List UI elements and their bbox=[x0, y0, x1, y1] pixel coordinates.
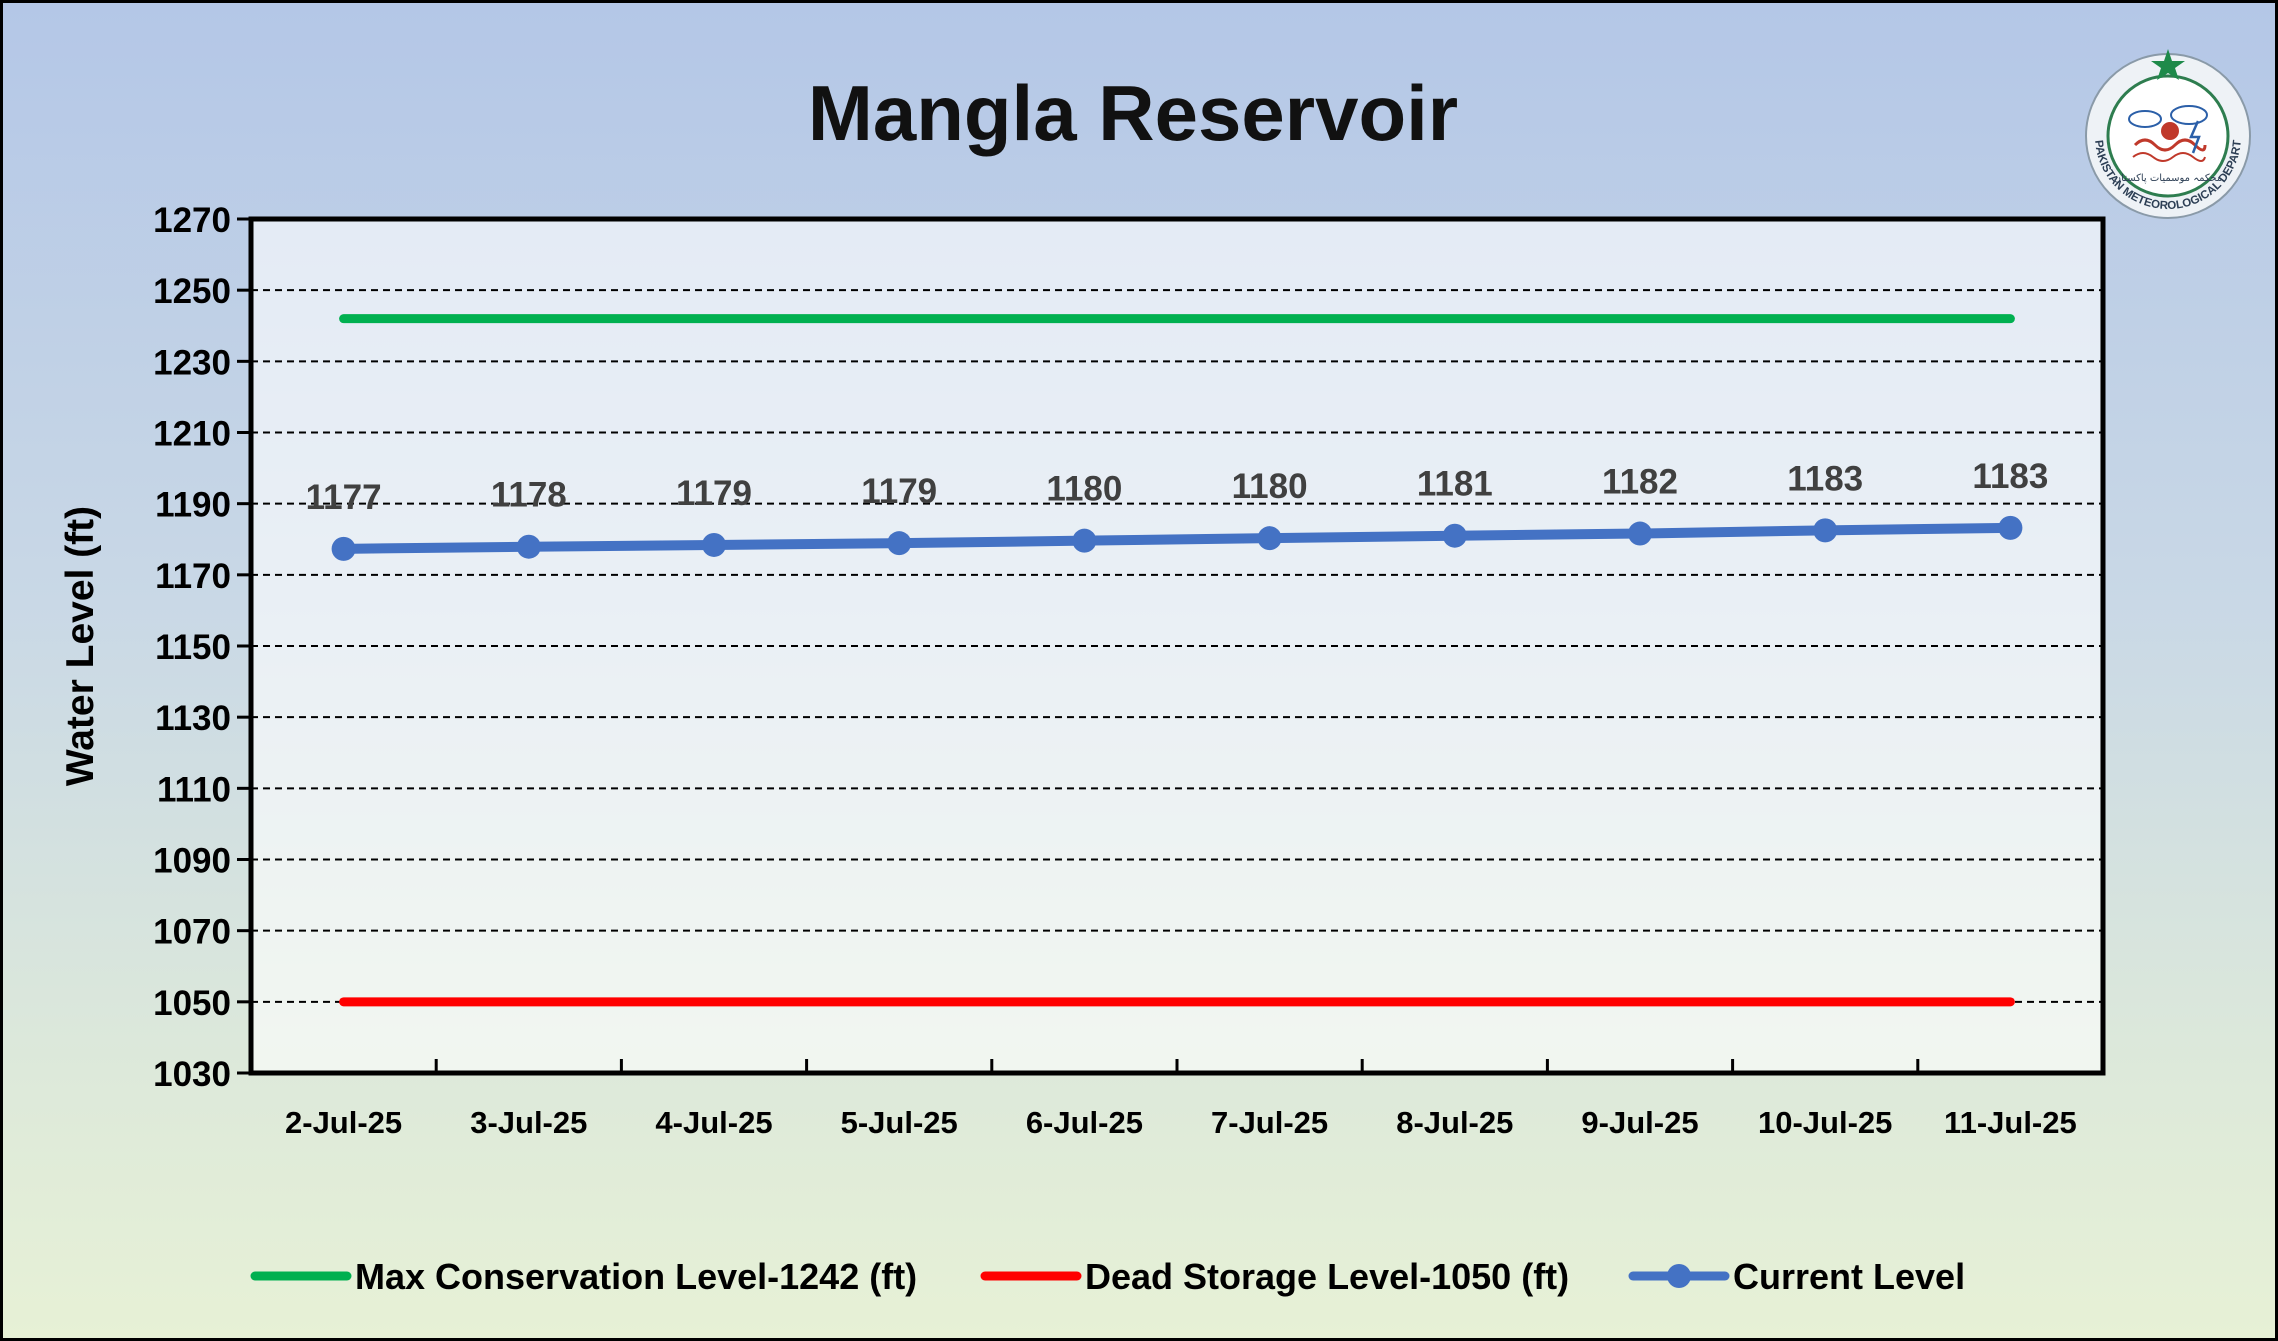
chart-title: Mangla Reservoir bbox=[808, 69, 1458, 157]
y-tick-label: 1150 bbox=[155, 628, 231, 667]
x-tick-label: 10-Jul-25 bbox=[1758, 1105, 1892, 1140]
y-tick-label: 1230 bbox=[153, 343, 231, 382]
data-label: 1178 bbox=[491, 476, 567, 515]
y-tick-label: 1110 bbox=[157, 770, 231, 809]
data-label: 1177 bbox=[306, 478, 382, 517]
y-tick-label: 1050 bbox=[153, 984, 231, 1023]
data-point bbox=[887, 531, 912, 556]
y-tick-label: 1270 bbox=[153, 201, 231, 240]
data-point bbox=[1998, 515, 2023, 540]
legend-label: Current Level bbox=[1733, 1256, 1965, 1297]
data-point bbox=[331, 536, 356, 561]
legend-label: Max Conservation Level-1242 (ft) bbox=[355, 1256, 917, 1297]
data-label: 1183 bbox=[1787, 459, 1863, 498]
x-tick-label: 4-Jul-25 bbox=[655, 1105, 772, 1140]
series-line-2 bbox=[338, 522, 2016, 554]
x-tick-label: 5-Jul-25 bbox=[841, 1105, 958, 1140]
x-tick-label: 8-Jul-25 bbox=[1396, 1105, 1513, 1140]
data-point bbox=[1628, 521, 1652, 546]
data-label: 1179 bbox=[861, 472, 937, 511]
x-tick-label: 7-Jul-25 bbox=[1211, 1105, 1328, 1140]
x-tick-label: 11-Jul-25 bbox=[1944, 1105, 2077, 1140]
y-tick-label: 1030 bbox=[153, 1055, 231, 1094]
y-axis-label: Water Level (ft) bbox=[59, 506, 102, 786]
data-point bbox=[516, 534, 541, 559]
data-point bbox=[1442, 523, 1467, 548]
data-point bbox=[702, 532, 726, 557]
x-tick-label: 3-Jul-25 bbox=[470, 1105, 587, 1140]
data-point bbox=[1257, 526, 1282, 551]
data-label: 1181 bbox=[1417, 465, 1493, 504]
legend-marker bbox=[1667, 1264, 1691, 1288]
y-tick-label: 1130 bbox=[155, 699, 231, 738]
data-label: 1179 bbox=[676, 474, 752, 513]
data-label: 1180 bbox=[1046, 470, 1122, 509]
data-label: 1180 bbox=[1232, 467, 1308, 506]
data-point bbox=[1072, 528, 1097, 553]
y-tick-label: 1070 bbox=[153, 913, 231, 952]
data-point bbox=[1813, 518, 1838, 543]
data-label: 1183 bbox=[1972, 457, 2048, 496]
y-tick-label: 1170 bbox=[155, 557, 231, 596]
y-tick-label: 1210 bbox=[153, 415, 231, 454]
legend-label: Dead Storage Level-1050 (ft) bbox=[1085, 1256, 1569, 1297]
chart-svg: Mangla Reservoir 1030 1050 1070 1090 1110 1130… bbox=[59, 69, 2106, 1297]
x-tick-label: 2-Jul-25 bbox=[285, 1105, 402, 1140]
logo-urdu-text: محکمہ موسمیات پاکستان bbox=[2114, 173, 2222, 184]
x-tick-label: 6-Jul-25 bbox=[1026, 1105, 1143, 1140]
y-tick-label: 1190 bbox=[155, 486, 231, 525]
data-label: 1182 bbox=[1602, 463, 1678, 502]
pmd-logo: PAKISTAN METEOROLOGICAL DEPARTMENT محکمہ… bbox=[2073, 41, 2251, 219]
y-tick-label: 1090 bbox=[153, 842, 231, 881]
y-tick-label: 1250 bbox=[153, 272, 231, 311]
plot-border bbox=[248, 216, 2106, 1076]
x-tick-label: 9-Jul-25 bbox=[1581, 1105, 1698, 1140]
